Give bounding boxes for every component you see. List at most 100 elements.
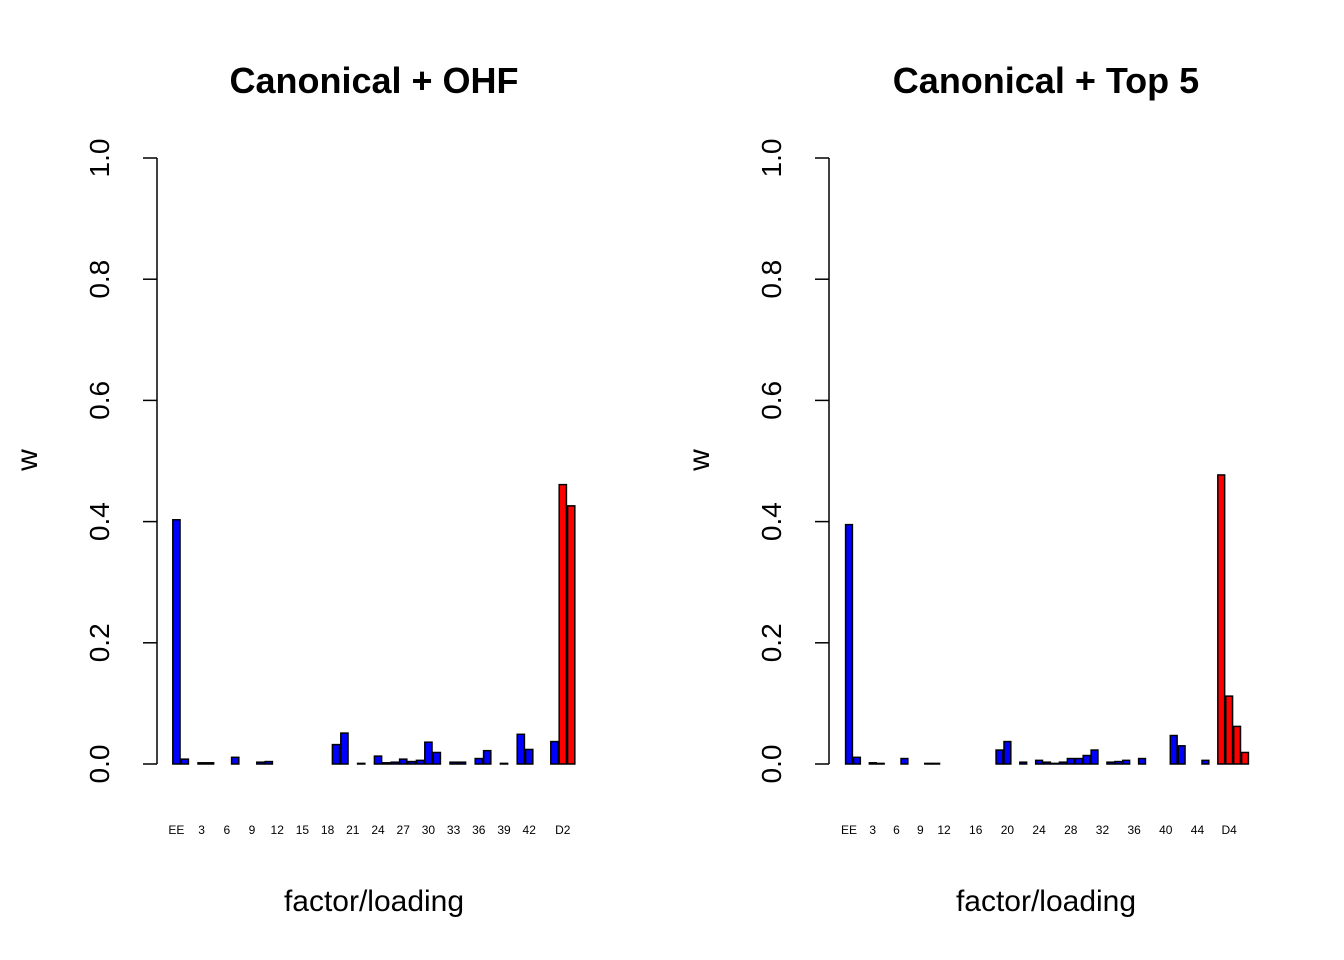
bar-blue [924,762,933,765]
bar-blue [1003,740,1012,765]
bar-blue [1114,760,1123,765]
x-tick-label: 9 [917,823,924,837]
x-axis-label: factor/loading [956,885,1136,918]
bar-blue [1050,762,1060,765]
x-tick-label: 15 [296,823,310,837]
bar-blue [356,762,366,765]
x-axis-label: factor/loading [284,885,464,918]
bar-red [1240,751,1250,765]
chart-panel-canonical-ohf: Canonical + OHF factor/loading w 0.00.20… [11,60,576,918]
bar-blue [1019,761,1028,765]
x-tick-label: 42 [523,823,537,837]
bar-red [558,483,568,765]
bar-blue [390,761,400,765]
y-tick-label: 1.0 [756,139,787,178]
bar-red [1225,695,1234,765]
x-tick-label: 24 [371,823,385,837]
x-tick-label: 12 [937,823,951,837]
x-tick-label: 39 [497,823,511,837]
x-tick-label: 16 [969,823,983,837]
bar-red [1232,725,1242,765]
x-tick-label: 32 [1096,823,1110,837]
bars [172,483,576,765]
chart-title: Canonical + OHF [229,60,518,101]
x-tick-label: 9 [249,823,256,837]
bar-blue [1201,759,1210,765]
x-tick-label: 30 [422,823,436,837]
bar-blue [995,749,1004,765]
x-tick-label: D4 [1221,823,1237,837]
bar-blue [844,523,854,765]
bar-blue [852,756,862,765]
x-tick-label: 6 [893,823,900,837]
x-tick-label: 12 [271,823,285,837]
bar-blue [900,757,909,765]
bar-blue [1034,759,1044,765]
bar-blue [482,749,492,765]
y-tick-label: 0.0 [756,745,787,784]
bar-blue [524,748,534,765]
x-tick-label: 27 [397,823,411,837]
bar-blue [1074,757,1083,765]
x-tick-label: 6 [223,823,230,837]
bar-blue [457,761,467,765]
x-tick-label: 28 [1064,823,1078,837]
bar-blue [1090,749,1099,765]
bar-blue [398,758,408,765]
x-tick-label: 3 [198,823,205,837]
bar-blue [205,762,215,765]
x-tick-label: 3 [869,823,876,837]
y-axis-label: w [11,449,44,472]
bar-blue [1066,757,1075,765]
bar-blue [449,761,458,765]
x-tick-label: 24 [1032,823,1046,837]
y-tick-label: 0.8 [756,260,787,299]
bar-blue [868,762,877,765]
x-tick-label: 20 [1001,823,1015,837]
bar-blue [197,762,206,765]
x-tick-label: 40 [1159,823,1173,837]
x-tick-label: 18 [321,823,335,837]
y-tick-label: 0.4 [84,502,115,541]
bar-blue [516,733,526,765]
bar-blue [499,762,509,765]
chart-title: Canonical + Top 5 [893,60,1199,101]
bar-blue [1122,759,1131,765]
x-tick-labels: EE 3 6 9 12 16 20 24 28 32 36 40 44 D4 [841,823,1237,837]
bar-blue [256,761,265,765]
bars [844,474,1250,765]
bar-blue [382,762,391,765]
x-tick-label: 21 [346,823,360,837]
x-tick-label: EE [841,823,857,837]
bar-blue [180,758,190,765]
bar-blue [1058,761,1067,765]
bar-red [1217,474,1226,765]
bar-blue [1177,745,1186,765]
x-tick-label: 33 [447,823,461,837]
bar-blue [1169,734,1178,765]
bar-red [566,505,576,765]
bar-blue [432,751,442,765]
bar-blue [373,755,383,765]
y-axis: 0.0 0.2 0.4 0.6 0.8 1.0 [756,139,830,784]
bar-blue [424,741,433,765]
y-tick-label: 0.4 [756,502,787,541]
bar-blue [230,756,240,765]
chart-panel-canonical-top5: Canonical + Top 5 factor/loading w 0.00.… [683,60,1250,918]
bar-blue [415,759,425,765]
x-tick-label: D2 [555,823,571,837]
bar-blue [1042,761,1052,765]
bar-blue [876,762,885,765]
x-tick-label: EE [168,823,184,837]
bar-blue [331,743,341,765]
x-tick-labels: EE 3 6 9 12 15 18 21 24 27 30 33 36 39 42 D2 [168,823,570,837]
y-tick-label: 0.6 [756,381,787,420]
bar-blue [1082,754,1091,765]
bar-blue [550,740,559,765]
x-tick-label: 36 [472,823,486,837]
x-tick-label: 36 [1127,823,1141,837]
bar-blue [474,757,484,765]
bar-blue [931,762,941,765]
y-tick-label: 0.8 [84,260,115,299]
